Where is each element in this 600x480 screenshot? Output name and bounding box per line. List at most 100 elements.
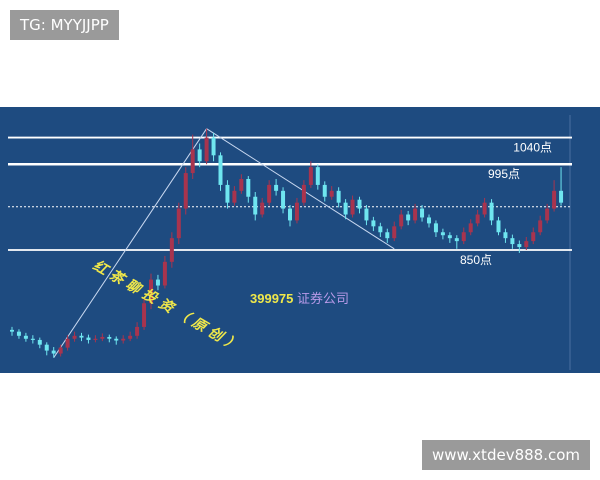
candle-body <box>114 338 119 341</box>
candle <box>413 203 418 224</box>
candle-body <box>378 226 383 233</box>
candle-body <box>510 238 515 245</box>
candle <box>37 337 42 349</box>
candle-body <box>322 184 327 197</box>
candle-body <box>197 149 202 162</box>
candle-body <box>260 202 265 215</box>
candle-body <box>517 244 522 248</box>
candle <box>142 297 147 330</box>
candle <box>524 236 529 250</box>
candle <box>204 128 209 165</box>
candle-body <box>385 232 390 239</box>
candle <box>44 342 49 356</box>
candle <box>58 344 63 357</box>
candle-body <box>239 178 244 191</box>
candle-body <box>281 190 286 209</box>
candle-body <box>288 208 292 221</box>
candle <box>294 197 299 224</box>
candle <box>538 215 543 236</box>
candle <box>440 228 445 240</box>
candle <box>308 161 313 188</box>
candle <box>454 235 459 249</box>
candle-body <box>246 178 251 197</box>
candle <box>559 167 564 206</box>
candle-body <box>30 338 35 340</box>
candle-body <box>329 190 334 197</box>
candle <box>350 195 355 218</box>
candle <box>128 331 133 342</box>
candle-body <box>545 208 550 221</box>
candle <box>496 216 501 236</box>
candle-body <box>482 202 487 215</box>
candle <box>357 196 362 214</box>
candle <box>371 216 376 232</box>
candle-body <box>37 339 42 345</box>
candle-body <box>149 279 153 304</box>
candle-body <box>225 184 230 203</box>
candle-body <box>128 335 133 339</box>
candle <box>475 209 480 227</box>
candle-body <box>204 137 209 162</box>
candle <box>378 222 383 237</box>
candle <box>503 228 508 243</box>
candle-body <box>343 202 348 215</box>
candle-body <box>65 338 70 348</box>
candle-body <box>364 208 369 221</box>
candle-body <box>51 350 56 354</box>
candle-body <box>176 208 181 239</box>
candle-body <box>538 220 543 233</box>
candle <box>433 220 438 237</box>
candle-body <box>433 223 438 233</box>
candle <box>218 152 223 191</box>
candle-body <box>107 336 112 339</box>
candle <box>93 335 98 343</box>
trendline <box>53 128 208 358</box>
candle-body <box>427 217 431 224</box>
candle <box>364 205 369 226</box>
candle-body <box>440 232 445 236</box>
trendline <box>206 128 395 250</box>
candle <box>545 203 550 224</box>
candle-body <box>23 335 28 339</box>
candle-body <box>503 232 508 239</box>
candle <box>79 332 84 342</box>
candle-body <box>454 238 459 242</box>
candle-body <box>406 214 411 221</box>
candle <box>114 336 119 345</box>
candle <box>65 335 70 351</box>
candle-body <box>461 232 466 242</box>
candle <box>329 186 334 200</box>
candle <box>517 240 522 253</box>
candle <box>253 192 258 221</box>
candle <box>30 335 35 344</box>
candle-body <box>142 303 147 327</box>
candle <box>343 199 348 220</box>
candle-body <box>308 167 313 185</box>
candle-body <box>72 335 77 339</box>
candle <box>385 228 390 243</box>
candle-body <box>552 190 557 209</box>
candle <box>301 180 306 206</box>
candle <box>190 134 195 179</box>
candle-body <box>267 184 272 203</box>
candle <box>461 227 466 245</box>
level-label: 995点 <box>488 167 520 181</box>
candle <box>155 274 160 291</box>
candle-body <box>218 155 223 185</box>
candle-body <box>489 202 494 221</box>
candle-body <box>58 347 63 354</box>
candle <box>267 180 272 206</box>
candle <box>169 232 174 268</box>
candle <box>86 334 91 344</box>
candle-body <box>79 335 84 338</box>
candle-body <box>496 220 501 233</box>
candle-body <box>399 214 404 227</box>
candle-body <box>413 208 418 221</box>
candle <box>162 255 167 289</box>
candle-body <box>350 199 355 215</box>
candle <box>10 326 14 336</box>
candle <box>232 186 237 206</box>
candle <box>552 180 557 212</box>
candle <box>100 333 105 342</box>
candle <box>489 199 494 226</box>
